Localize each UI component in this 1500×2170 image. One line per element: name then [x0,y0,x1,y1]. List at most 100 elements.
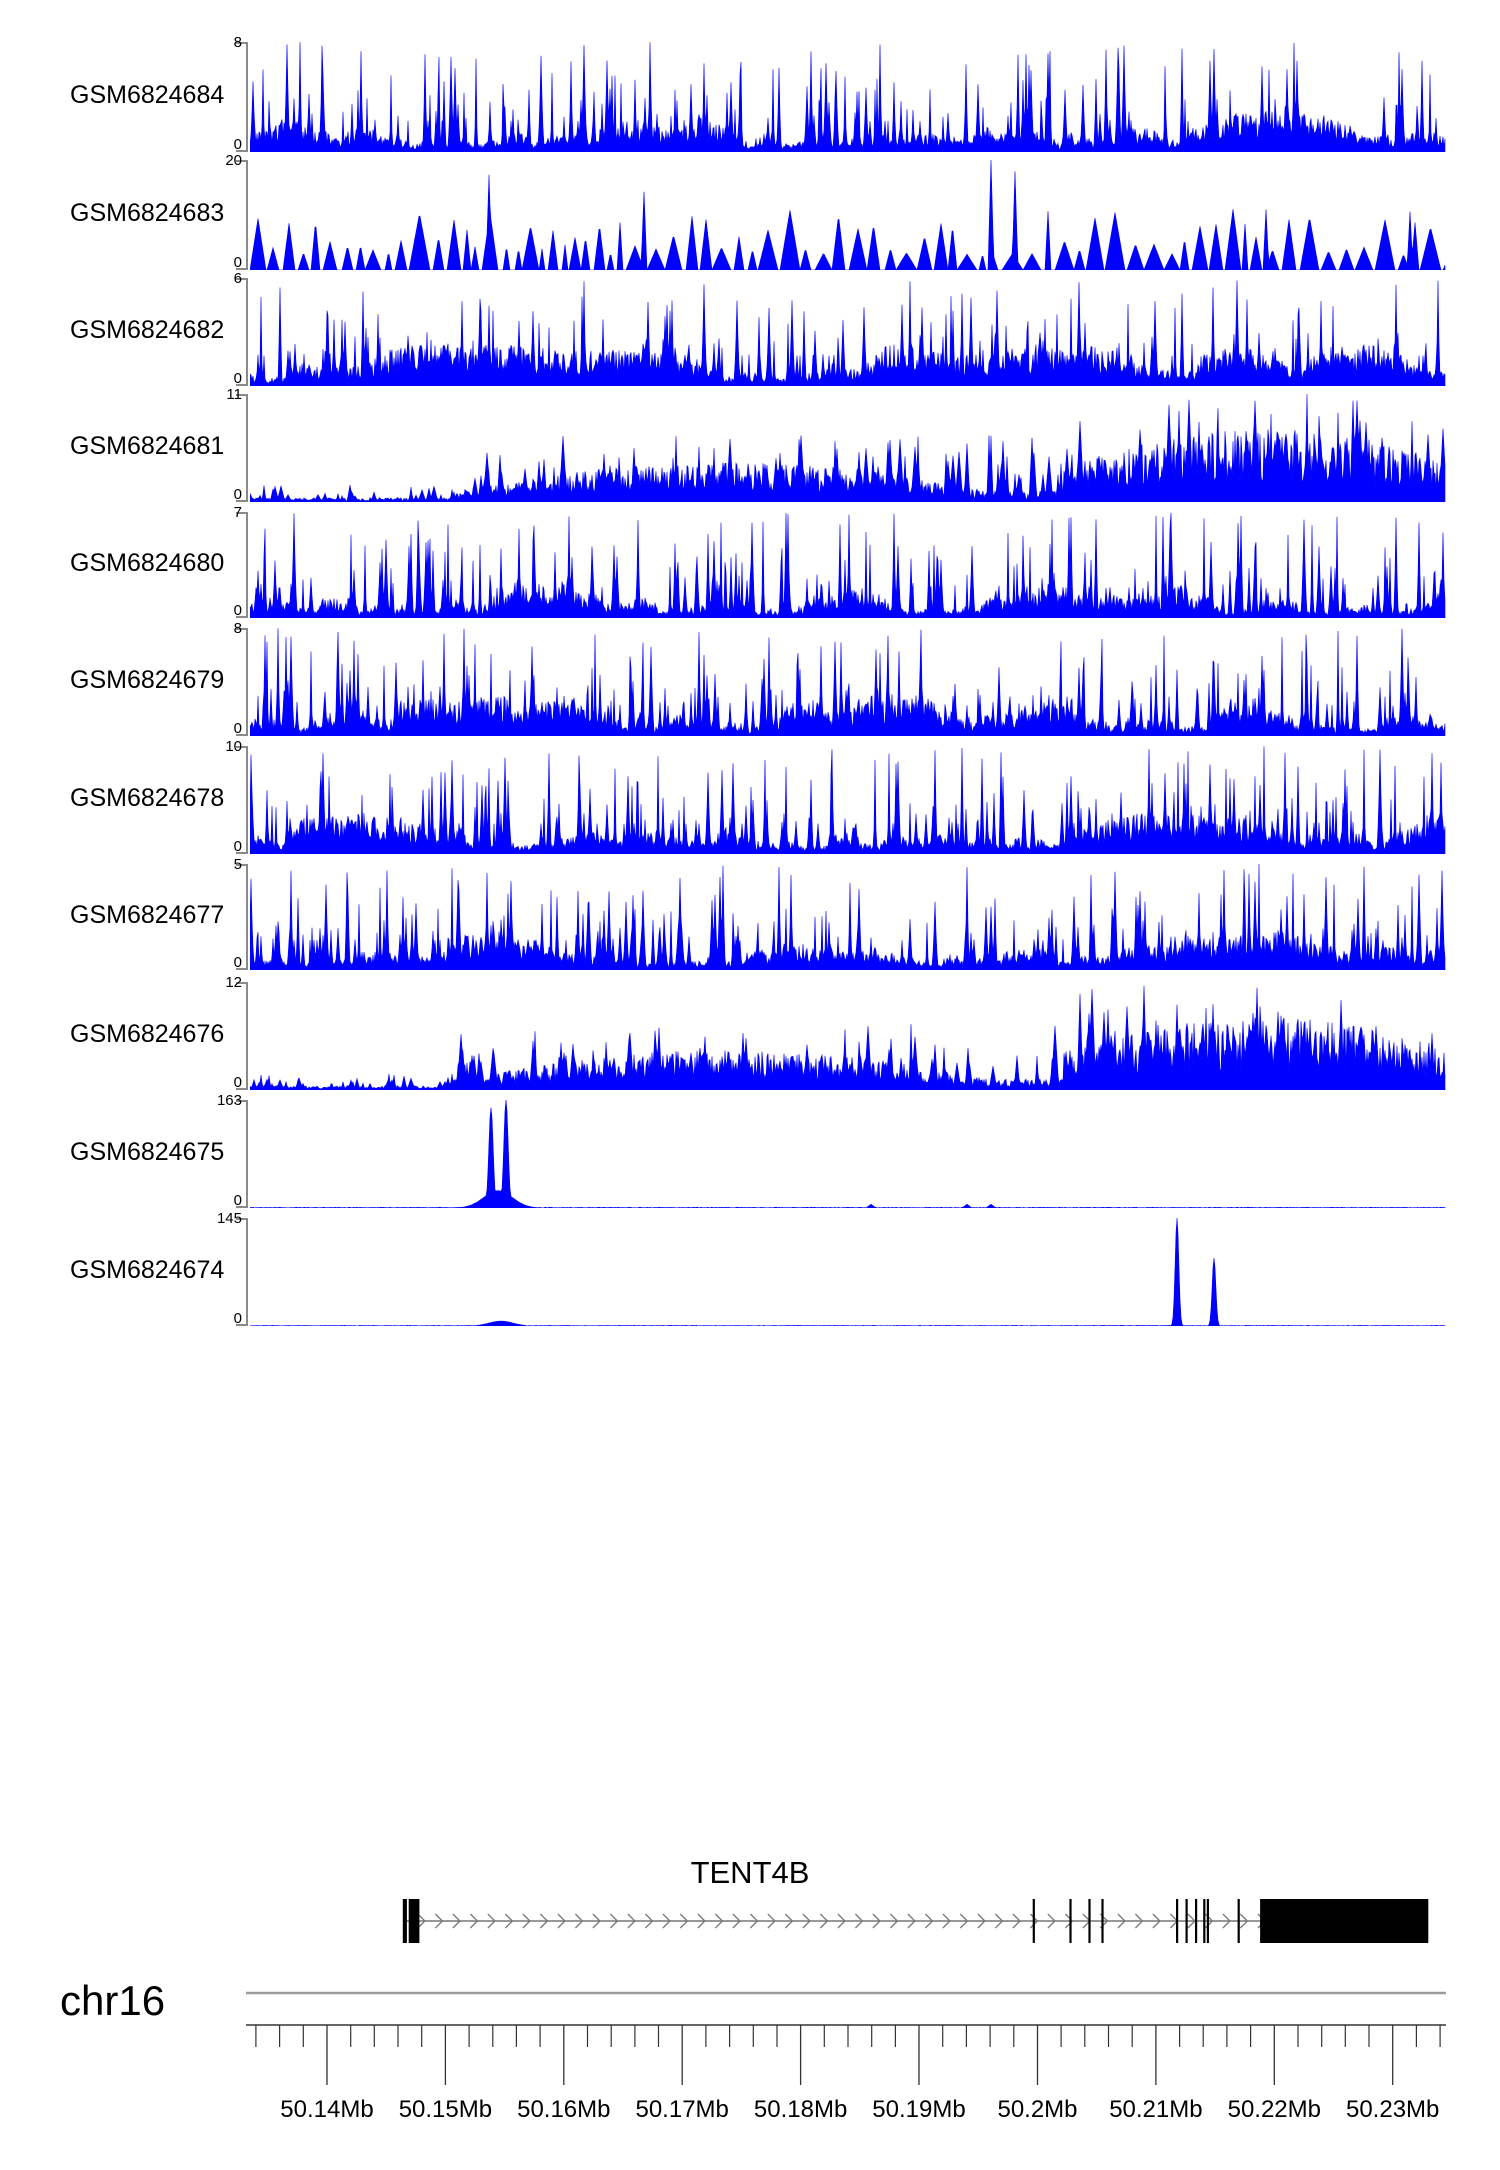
track-label-GSM6824682: GSM6824682 [70,316,225,344]
axis-max-label-GSM6824680: 7 [233,504,242,521]
track-axis-line [246,1218,248,1326]
signal-plot-GSM6824677[interactable] [250,864,1446,970]
axis-min-label-GSM6824683: 0 [233,254,242,271]
signal-plot-GSM6824674[interactable] [250,1218,1446,1326]
svg-text:50.22Mb: 50.22Mb [1228,2096,1321,2123]
axis-tick-min [236,734,248,736]
track-axis-line [246,746,248,854]
track-GSM6824678[interactable]: GSM6824678 10 0 [0,738,1500,855]
axis-min-label-GSM6824676: 0 [233,1074,242,1091]
signal-plot-GSM6824680[interactable] [250,512,1446,618]
ruler-axis[interactable]: 50.14Mb 50.15Mb 50.16Mb 50.17Mb 50.18Mb 50.19… [246,1955,1446,2150]
axis-max-label-GSM6824684: 8 [233,34,242,51]
axis-min-label-GSM6824681: 0 [233,486,242,503]
track-GSM6824682[interactable]: GSM6824682 6 0 [0,270,1500,387]
svg-text:50.16Mb: 50.16Mb [517,2096,610,2123]
track-GSM6824680[interactable]: GSM6824680 7 0 [0,504,1500,619]
axis-min-label-GSM6824682: 0 [233,370,242,387]
track-label-GSM6824681: GSM6824681 [70,432,225,460]
track-GSM6824684[interactable]: GSM6824684 8 0 [0,34,1500,153]
axis-tick-min [236,852,248,854]
track-label-GSM6824674: GSM6824674 [70,1256,225,1284]
track-axis-line [246,42,248,152]
svg-text:50.17Mb: 50.17Mb [635,2096,728,2123]
svg-text:50.21Mb: 50.21Mb [1109,2096,1202,2123]
signal-plot-GSM6824682[interactable] [250,278,1446,386]
svg-text:50.18Mb: 50.18Mb [754,2096,847,2123]
axis-tick-max [236,628,248,630]
track-GSM6824683[interactable]: GSM6824683 20 0 [0,152,1500,271]
track-axis-line [246,864,248,970]
axis-tick-min [236,268,248,270]
track-GSM6824679[interactable]: GSM6824679 8 0 [0,620,1500,737]
axis-min-label-GSM6824684: 0 [233,136,242,153]
gene-model[interactable] [250,1895,1446,1952]
svg-text:50.23Mb: 50.23Mb [1346,2096,1439,2123]
axis-tick-min [236,968,248,970]
track-axis-line [246,628,248,736]
track-label-GSM6824679: GSM6824679 [70,666,225,694]
axis-tick-min [236,1206,248,1208]
track-GSM6824677[interactable]: GSM6824677 5 0 [0,856,1500,971]
axis-max-label-GSM6824679: 8 [233,620,242,637]
track-axis-line [246,160,248,270]
axis-tick-max [236,394,248,396]
track-label-GSM6824683: GSM6824683 [70,199,225,227]
axis-tick-max [236,42,248,44]
chromosome-label: chr16 [60,1977,166,2024]
track-label-GSM6824677: GSM6824677 [70,901,225,929]
axis-min-label-GSM6824680: 0 [233,602,242,619]
axis-max-label-GSM6824674: 145 [216,1210,242,1227]
axis-min-label-GSM6824678: 0 [233,838,242,855]
signal-plot-GSM6824681[interactable] [250,394,1446,502]
axis-tick-max [236,746,248,748]
svg-text:50.14Mb: 50.14Mb [280,2096,373,2123]
axis-tick-min [236,1324,248,1326]
signal-plot-GSM6824683[interactable] [250,160,1446,270]
axis-min-label-GSM6824674: 0 [233,1310,242,1327]
track-label-GSM6824675: GSM6824675 [70,1138,225,1166]
track-axis-line [246,982,248,1090]
axis-min-label-GSM6824675: 0 [233,1192,242,1209]
signal-plot-GSM6824679[interactable] [250,628,1446,736]
axis-tick-max [236,160,248,162]
axis-tick-max [236,1218,248,1220]
svg-text:50.19Mb: 50.19Mb [872,2096,965,2123]
axis-max-label-GSM6824682: 6 [233,270,242,287]
genomic-ruler: chr16 50.14Mb 50.15Mb 50.16Mb 50.17Mb 50.18M… [0,1955,1500,2155]
axis-tick-min [236,500,248,502]
track-label-GSM6824684: GSM6824684 [70,81,225,109]
signal-plot-GSM6824676[interactable] [250,982,1446,1090]
track-axis-line [246,278,248,386]
track-label-GSM6824676: GSM6824676 [70,1020,225,1048]
track-label-GSM6824678: GSM6824678 [70,784,225,812]
axis-min-label-GSM6824679: 0 [233,720,242,737]
signal-plot-GSM6824684[interactable] [250,42,1446,152]
axis-tick-min [236,150,248,152]
axis-tick-max [236,512,248,514]
axis-tick-max [236,1100,248,1102]
track-GSM6824676[interactable]: GSM6824676 12 0 [0,974,1500,1091]
axis-max-label-GSM6824678: 10 [225,738,242,755]
axis-max-label-GSM6824676: 12 [225,974,242,991]
track-GSM6824674[interactable]: GSM6824674 145 0 [0,1210,1500,1327]
signal-plot-GSM6824675[interactable] [250,1100,1446,1208]
axis-tick-max [236,864,248,866]
track-GSM6824675[interactable]: GSM6824675 163 0 [0,1092,1500,1209]
svg-text:50.15Mb: 50.15Mb [399,2096,492,2123]
axis-tick-max [236,278,248,280]
axis-tick-max [236,982,248,984]
axis-min-label-GSM6824677: 0 [233,954,242,971]
track-axis-line [246,1100,248,1208]
axis-tick-min [236,384,248,386]
track-axis-line [246,394,248,502]
signal-plot-GSM6824678[interactable] [250,746,1446,854]
axis-tick-min [236,1088,248,1090]
axis-max-label-GSM6824675: 163 [216,1092,242,1109]
track-axis-line [246,512,248,618]
axis-max-label-GSM6824677: 5 [233,856,242,873]
track-GSM6824681[interactable]: GSM6824681 11 0 [0,386,1500,503]
axis-max-label-GSM6824683: 20 [225,152,242,169]
gene-name-label: TENT4B [690,1855,810,1890]
